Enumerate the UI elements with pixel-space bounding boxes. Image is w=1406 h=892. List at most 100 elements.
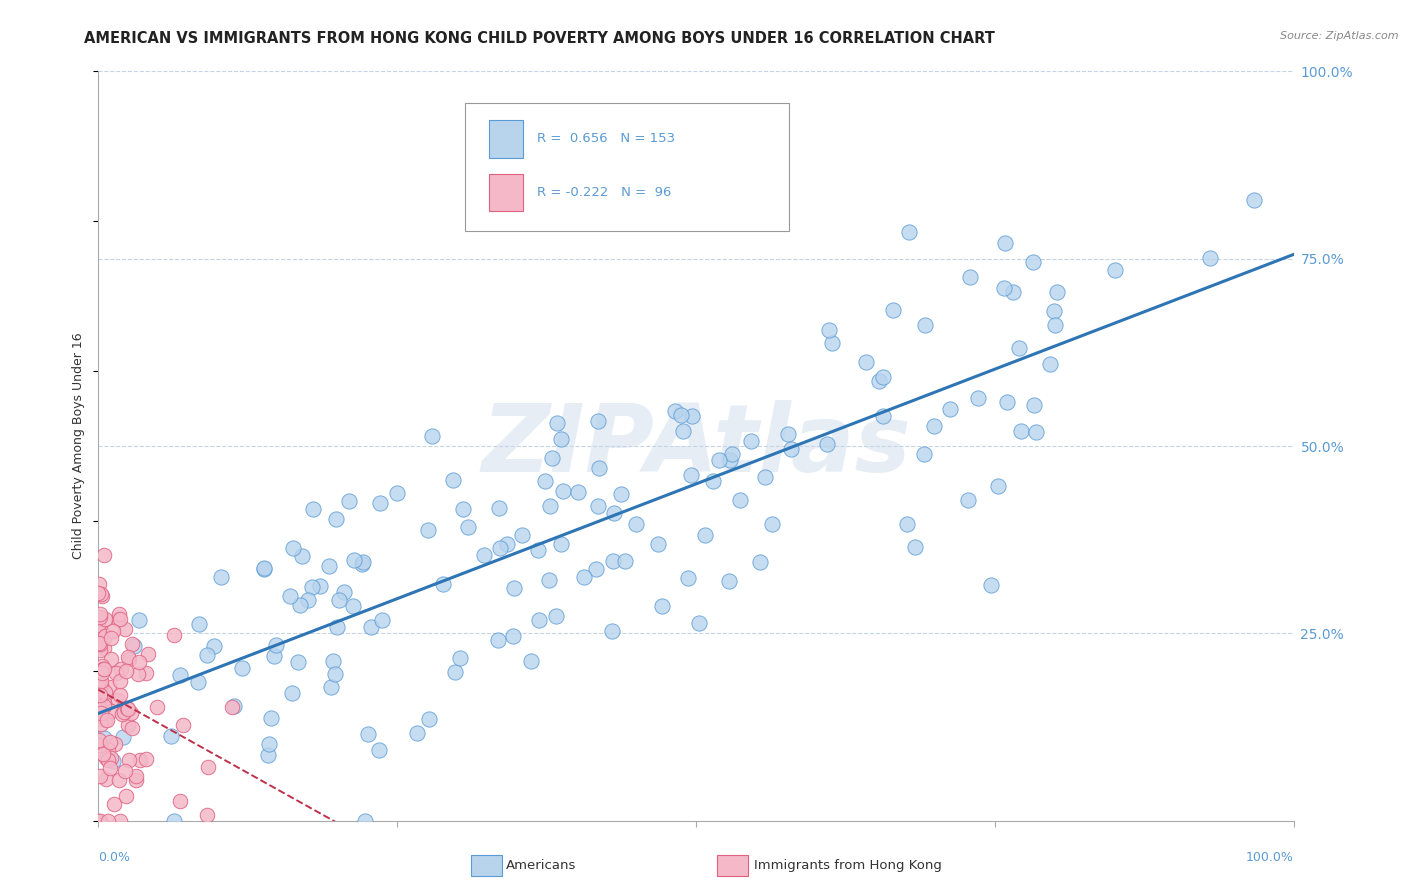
Point <box>550 432 572 446</box>
Text: ZIPAtlas: ZIPAtlas <box>481 400 911 492</box>
Point <box>904 540 927 554</box>
Point <box>444 665 467 679</box>
Point <box>197 760 219 774</box>
Point <box>115 664 138 678</box>
Point <box>89 688 111 702</box>
Point <box>90 665 112 680</box>
Point <box>104 666 127 681</box>
Point <box>420 429 443 443</box>
Point <box>122 639 145 653</box>
Point <box>110 688 132 702</box>
Text: R =  0.656   N = 153: R = 0.656 N = 153 <box>537 132 675 145</box>
Point <box>97 743 120 757</box>
Point <box>987 479 1010 493</box>
Point <box>1043 318 1066 332</box>
Point <box>114 764 136 779</box>
Point <box>588 460 610 475</box>
Point <box>117 649 139 664</box>
Point <box>87 707 110 722</box>
FancyBboxPatch shape <box>489 120 523 158</box>
Point <box>107 612 129 626</box>
Point <box>898 225 921 239</box>
Point <box>740 434 762 448</box>
Point <box>110 814 132 828</box>
FancyBboxPatch shape <box>489 174 523 211</box>
Point <box>129 753 152 767</box>
Point <box>136 647 159 661</box>
Point <box>103 624 125 639</box>
Point <box>89 636 111 650</box>
Point <box>93 548 115 562</box>
Point <box>97 753 120 767</box>
Point <box>90 673 112 688</box>
Point <box>360 620 382 634</box>
Point <box>100 704 122 718</box>
Point <box>669 409 692 423</box>
Point <box>91 659 114 673</box>
Point <box>278 590 301 604</box>
Point <box>112 731 135 745</box>
Point <box>100 631 122 645</box>
Point <box>457 519 479 533</box>
Point <box>534 474 557 488</box>
Point <box>93 640 115 655</box>
Point <box>325 512 347 526</box>
Point <box>1022 398 1045 412</box>
Point <box>114 622 136 636</box>
Point <box>163 628 186 642</box>
Point <box>1199 252 1222 266</box>
Point <box>259 710 281 724</box>
Point <box>89 642 111 657</box>
Point <box>257 747 280 762</box>
Point <box>778 427 800 442</box>
Point <box>938 402 960 417</box>
Point <box>994 236 1017 251</box>
Point <box>110 662 132 676</box>
Point <box>546 416 568 430</box>
Point <box>224 698 246 713</box>
Point <box>872 409 894 424</box>
Point <box>97 814 120 828</box>
Point <box>257 737 280 751</box>
Point <box>540 450 562 465</box>
Point <box>818 322 841 336</box>
Point <box>89 607 111 621</box>
Point <box>97 680 120 694</box>
Point <box>94 772 117 786</box>
Point <box>432 577 454 591</box>
Point <box>754 470 776 484</box>
Point <box>89 610 111 624</box>
Point <box>110 706 132 721</box>
Text: Immigrants from Hong Kong: Immigrants from Hong Kong <box>754 859 942 871</box>
Point <box>572 570 595 584</box>
Point <box>337 493 360 508</box>
Point <box>290 549 312 563</box>
Text: 100.0%: 100.0% <box>1246 851 1294 863</box>
Point <box>100 652 122 666</box>
Point <box>416 523 439 537</box>
Point <box>486 633 509 648</box>
Point <box>815 437 838 451</box>
Point <box>319 681 342 695</box>
Point <box>160 730 183 744</box>
Point <box>104 737 127 751</box>
Point <box>89 768 111 782</box>
Point <box>89 739 111 753</box>
Point <box>169 668 191 682</box>
Point <box>101 754 124 768</box>
Point <box>1043 303 1066 318</box>
Point <box>118 753 141 767</box>
Point <box>90 716 112 731</box>
Point <box>914 318 936 333</box>
Point <box>538 499 561 513</box>
Point <box>993 281 1015 295</box>
Point <box>896 517 918 532</box>
Point <box>912 447 935 461</box>
Point <box>868 374 890 388</box>
Point <box>693 528 716 542</box>
Point <box>121 638 143 652</box>
Point <box>717 574 740 588</box>
Point <box>128 613 150 627</box>
Point <box>125 769 148 783</box>
Point <box>287 656 309 670</box>
